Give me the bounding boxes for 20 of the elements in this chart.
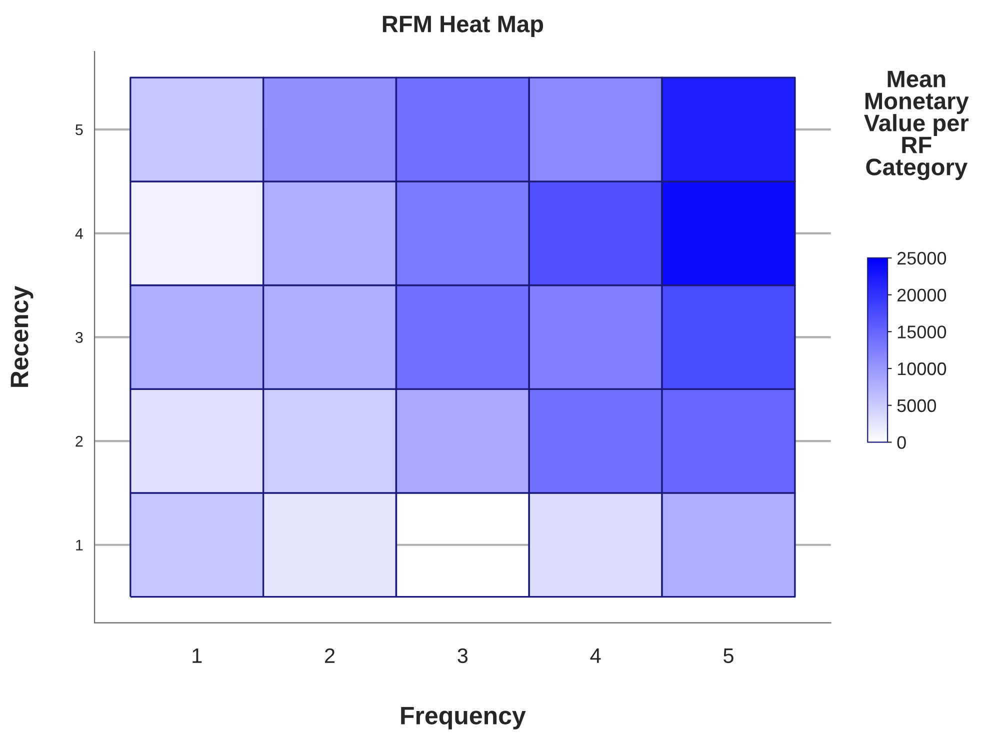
chart-title: RFM Heat Map xyxy=(382,16,544,38)
x-tick-label: 3 xyxy=(458,648,468,664)
color-bar-title: Mean Monetary Value per RF Category xyxy=(864,70,969,180)
y-axis-title: Recency xyxy=(10,286,34,387)
color-bar-label: 0 xyxy=(897,436,906,449)
x-tick-label: 5 xyxy=(724,648,734,664)
color-bar-label: 5000 xyxy=(897,399,936,412)
x-tick-label: 4 xyxy=(590,648,601,663)
color-bar-label: 25000 xyxy=(897,252,946,265)
y-tick-label: 2 xyxy=(76,436,83,447)
color-bar-label: 10000 xyxy=(898,362,946,376)
x-tick-label: 1 xyxy=(192,648,202,663)
y-tick-label: 5 xyxy=(76,124,83,136)
x-axis-title: Frequency xyxy=(401,706,526,730)
x-tick-label: 2 xyxy=(325,648,335,663)
y-tick-label: 4 xyxy=(75,228,83,239)
color-bar-label: 20000 xyxy=(897,288,946,302)
y-tick-label: 1 xyxy=(76,540,83,550)
y-tick-label: 3 xyxy=(76,332,83,343)
color-bar-label: 15000 xyxy=(898,326,946,338)
